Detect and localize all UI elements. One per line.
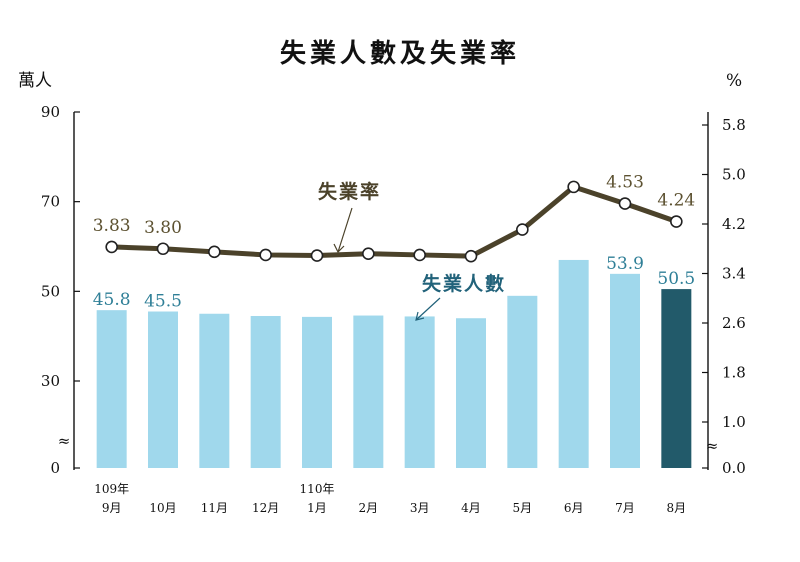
bar-value-label: 50.5 [657, 269, 695, 289]
bar [404, 316, 435, 468]
x-tick-label: 12月 [252, 501, 279, 515]
line-point [105, 240, 118, 254]
x-tick-label: 3月 [410, 501, 430, 515]
axis-breaks: ≈ ≈ [58, 432, 719, 455]
line-series: 3.83 3.80 4.53 4.24 [93, 173, 695, 263]
bar-series: 45.8 45.5 53.9 50.5 [93, 254, 695, 468]
bar [353, 315, 384, 468]
bar [302, 316, 332, 468]
bar-value-label: 45.8 [93, 290, 131, 310]
bar [250, 315, 281, 468]
bar-value-label: 53.9 [606, 254, 644, 274]
left-tick-label: 50 [41, 282, 60, 300]
right-axis-unit: % [726, 71, 742, 91]
line-point [310, 249, 324, 262]
line-point [670, 215, 683, 228]
line-point [618, 197, 632, 210]
right-tick-label: 5.0 [722, 166, 746, 184]
left-axis-ticks: 0 30 50 70 90 [41, 103, 80, 477]
left-tick-label: 90 [41, 103, 60, 121]
line-value-label: 4.53 [606, 173, 644, 193]
bar-series-pointer-head [415, 311, 425, 321]
right-tick-label: 0.0 [722, 459, 746, 477]
line-point [413, 248, 426, 262]
line-series-pointer [337, 207, 353, 253]
line-point [464, 249, 478, 263]
left-tick-label: 70 [41, 193, 60, 211]
bar [558, 259, 589, 468]
x-tick-label: 2月 [359, 501, 379, 515]
x-tick-label: 9月 [102, 501, 122, 515]
bar [96, 310, 127, 468]
x-tick-label: 4月 [461, 501, 481, 515]
year-label: 110年 [300, 482, 335, 496]
right-tick-label: 2.6 [722, 314, 746, 332]
line-value-label: 3.80 [144, 218, 182, 238]
right-tick-label: 4.2 [722, 215, 746, 233]
x-axis-ticks: 9月 10月 11月 12月 1月 2月 3月 4月 5月 6月 7月 8月 109年 110年 [94, 482, 686, 515]
x-tick-label: 6月 [564, 501, 584, 515]
bar [610, 273, 640, 468]
line-value-label: 4.24 [657, 191, 695, 211]
bar [199, 313, 230, 468]
line-point [208, 245, 221, 259]
year-label: 109年 [94, 482, 129, 496]
line-point [516, 223, 529, 236]
line-point [156, 242, 170, 256]
chart-title: 失業人數及失業率 [280, 38, 520, 69]
left-tick-label: 0 [50, 459, 60, 477]
x-tick-label: 11月 [201, 501, 228, 515]
axis-break-marker: ≈ [706, 437, 719, 455]
line-series-pointer-head [333, 243, 345, 254]
line-point [567, 180, 580, 194]
bar-series-label: 失業人數 [422, 272, 506, 295]
line-point [259, 248, 272, 262]
right-axis-ticks: 0.0 1.0 1.8 2.6 3.4 4.2 5.0 5.8 [702, 116, 746, 477]
axis-break-marker: ≈ [58, 432, 71, 450]
bar [148, 311, 178, 468]
x-tick-label: 8月 [667, 501, 687, 515]
line-value-label: 3.83 [93, 216, 131, 236]
bar [661, 289, 692, 468]
x-tick-label: 1月 [307, 501, 327, 515]
right-tick-label: 3.4 [722, 265, 746, 283]
left-tick-label: 30 [41, 372, 60, 390]
bar-value-label: 45.5 [144, 292, 182, 312]
bar [507, 295, 538, 468]
x-tick-label: 7月 [615, 501, 635, 515]
line-series-label: 失業率 [318, 180, 381, 203]
x-tick-label: 10月 [149, 501, 176, 515]
left-axis-unit: 萬人 [18, 71, 52, 91]
line-point [362, 247, 375, 260]
x-tick-label: 5月 [513, 501, 533, 515]
right-tick-label: 1.0 [722, 413, 746, 431]
right-tick-label: 5.8 [722, 116, 746, 134]
bar-series-pointer [415, 297, 441, 321]
bar [456, 318, 486, 468]
right-tick-label: 1.8 [722, 364, 746, 382]
rate-line [111, 184, 678, 259]
